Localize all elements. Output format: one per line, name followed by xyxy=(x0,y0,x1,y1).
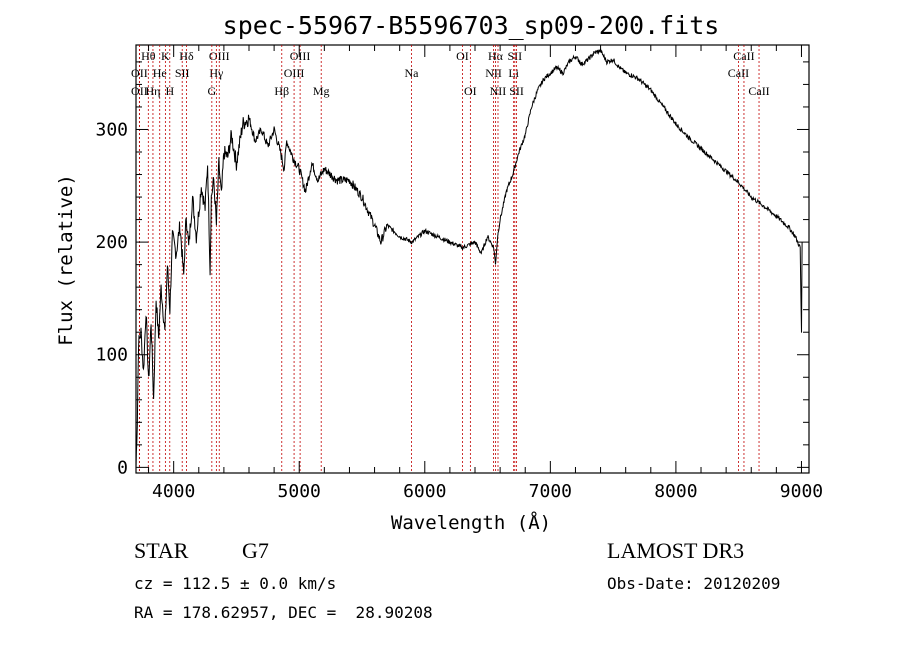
line-id-label: Na xyxy=(404,66,419,80)
line-id-label: Hα xyxy=(488,49,504,63)
line-id-label: OIII xyxy=(209,49,230,63)
y-tick-label: 300 xyxy=(95,119,128,140)
line-id-label: Hθ xyxy=(141,49,156,63)
obs-date: Obs-Date: 20120209 xyxy=(607,574,781,593)
x-tick-label: 9000 xyxy=(780,481,823,502)
line-id-label: SII xyxy=(509,84,524,98)
line-id-label: K xyxy=(161,49,170,63)
line-id-label: Hγ xyxy=(209,66,224,80)
line-id-label: He xyxy=(153,66,167,80)
object-subclass: G7 xyxy=(242,538,269,563)
line-id-label: Mg xyxy=(313,84,330,98)
line-id-label: G xyxy=(208,84,217,98)
x-tick-label: 6000 xyxy=(403,481,446,502)
line-id-label: Hδ xyxy=(179,49,194,63)
line-id-label: CaII xyxy=(728,66,749,80)
survey-name: LAMOST DR3 xyxy=(607,538,745,563)
line-id-label: NII xyxy=(490,84,507,98)
line-id-label: Hη xyxy=(145,84,160,98)
spectrum-series xyxy=(135,48,803,468)
line-id-label: SII xyxy=(175,66,190,80)
line-id-label: SII xyxy=(507,49,522,63)
x-tick-label: 5000 xyxy=(278,481,321,502)
line-id-label: OI xyxy=(464,84,477,98)
line-id-label: OII xyxy=(131,84,148,98)
y-tick-label: 200 xyxy=(95,232,128,253)
line-id-label: H xyxy=(165,84,174,98)
plot-frame xyxy=(135,44,810,474)
line-id-label: Hβ xyxy=(274,84,289,98)
object-class: STAR xyxy=(134,538,189,563)
y-tick-label: 100 xyxy=(95,345,128,366)
line-id-label: CaII xyxy=(748,84,769,98)
spectrum-line xyxy=(135,48,803,468)
coordinates-readout: RA = 178.62957, DEC = 28.90208 xyxy=(134,603,433,622)
x-tick-label: 7000 xyxy=(529,481,572,502)
line-id-label: NII xyxy=(485,66,502,80)
x-axis-label: Wavelength (Å) xyxy=(391,511,551,534)
line-id-label: Li xyxy=(508,66,519,80)
line-id-label: OI xyxy=(456,49,469,63)
line-id-label: CaII xyxy=(733,49,754,63)
x-tick-label: 4000 xyxy=(152,481,195,502)
y-axis-label: Flux (relative) xyxy=(55,174,77,346)
chart-title: spec-55967-B5596703_sp09-200.fits xyxy=(223,11,720,40)
redshift-readout: cz = 112.5 ± 0.0 km/s xyxy=(134,574,337,593)
line-id-label: OIII xyxy=(290,49,311,63)
line-id-label: OIII xyxy=(284,66,305,80)
y-tick-label: 0 xyxy=(117,457,128,478)
x-tick-label: 8000 xyxy=(654,481,697,502)
axis-ticks: 4000 5000 6000 7000 8000 9000 0 100 200 300 xyxy=(95,45,823,502)
